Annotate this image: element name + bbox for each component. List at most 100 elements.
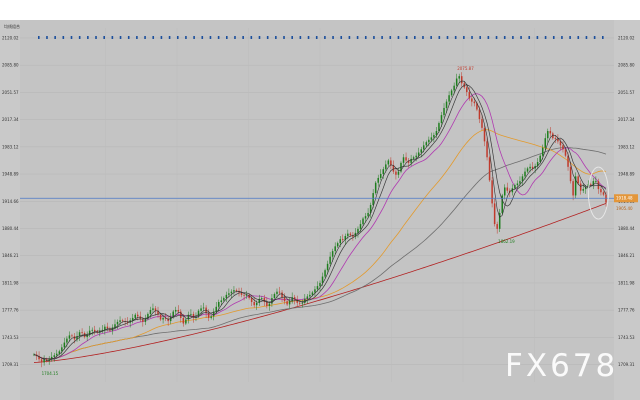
- candle-body: [496, 224, 498, 229]
- candle-body: [40, 359, 43, 363]
- candle-body: [397, 171, 400, 175]
- candle-body: [248, 294, 250, 299]
- signal-mark: [332, 36, 334, 39]
- candle-body: [511, 188, 514, 193]
- candle-body: [306, 296, 309, 299]
- ma10-line: [33, 84, 607, 360]
- candle-body: [349, 233, 352, 236]
- candle-body: [420, 149, 422, 153]
- signal-mark: [430, 36, 432, 39]
- candle-body: [99, 330, 101, 333]
- signal-mark: [127, 36, 130, 39]
- signal-mark: [381, 36, 383, 39]
- candle-body: [230, 291, 233, 294]
- y-tick-label-left: 1948.89: [2, 172, 19, 177]
- candle-body: [278, 291, 281, 293]
- candle-body: [438, 123, 440, 132]
- candle-body: [359, 224, 362, 229]
- candle-body: [481, 119, 483, 128]
- candle-body: [101, 329, 104, 331]
- candle-body: [329, 256, 331, 264]
- signal-mark: [258, 36, 261, 39]
- candle-body: [250, 298, 253, 303]
- candle-body: [476, 103, 478, 110]
- candle-body: [344, 236, 347, 240]
- signal-mark: [495, 36, 498, 39]
- candle-body: [339, 239, 342, 244]
- candle-body: [311, 292, 314, 295]
- candle-body: [288, 301, 291, 305]
- candle-body: [271, 298, 273, 304]
- y-tick-label-left: 2120.02: [2, 35, 19, 40]
- signal-mark: [520, 36, 522, 39]
- candle-body: [73, 336, 76, 340]
- candle-body: [519, 181, 521, 184]
- candle-body: [245, 294, 248, 296]
- candle-body: [185, 319, 187, 324]
- signal-mark: [528, 36, 531, 39]
- candle-body: [536, 162, 539, 167]
- candle-body: [131, 317, 134, 321]
- signal-mark: [78, 36, 81, 39]
- y-tick-label-right: 1811.98: [618, 280, 635, 285]
- candle-body: [134, 314, 136, 318]
- candle-body: [590, 184, 592, 186]
- candle-body: [228, 293, 230, 295]
- y-tick-label-right: 2051.57: [618, 90, 635, 95]
- candle-body: [96, 331, 99, 333]
- candle-body: [547, 131, 549, 139]
- candle-body: [478, 109, 481, 120]
- candle-body: [382, 169, 385, 174]
- candle-body: [263, 298, 266, 303]
- y-tick-label-left: 1743.53: [2, 335, 19, 340]
- candle-body: [390, 160, 392, 166]
- candle-body: [240, 292, 243, 295]
- signal-mark: [348, 36, 351, 39]
- high-annotation: 2075.87: [457, 66, 474, 71]
- candle-body: [367, 212, 369, 217]
- candle-body: [164, 317, 167, 319]
- signal-mark: [471, 36, 473, 39]
- candle-body: [157, 310, 159, 315]
- candle-body: [559, 141, 562, 146]
- signal-mark: [185, 36, 187, 39]
- candle-body: [116, 321, 119, 325]
- candle-body: [63, 342, 66, 348]
- candle-body: [562, 145, 564, 150]
- signal-mark: [503, 36, 506, 39]
- candle-body: [38, 356, 40, 360]
- candle-body: [498, 212, 501, 229]
- low-annotation: 1862.19: [498, 239, 515, 244]
- y-tick-label-left: 2085.80: [2, 63, 19, 68]
- candle-body: [33, 354, 35, 356]
- candle-body: [387, 160, 390, 165]
- start-low-annotation: 1704.15: [42, 371, 59, 376]
- candle-body: [197, 310, 200, 317]
- candle-body: [319, 282, 321, 287]
- candle-body: [283, 297, 286, 302]
- candle-body: [334, 246, 336, 252]
- candle-body: [316, 286, 319, 290]
- y-tick-label-right: 1846.21: [618, 253, 635, 258]
- signal-mark: [373, 36, 375, 39]
- candle-body: [225, 294, 228, 299]
- candle-body: [152, 308, 154, 310]
- candle-body: [466, 87, 468, 93]
- candle-body: [600, 189, 602, 193]
- signal-mark: [438, 36, 441, 39]
- candle-body: [119, 320, 121, 322]
- candle-body: [273, 294, 276, 299]
- candle-body: [106, 326, 109, 329]
- signal-mark: [561, 36, 563, 39]
- candle-body: [43, 359, 45, 363]
- y-tick-label-left: 2017.34: [2, 117, 19, 122]
- candle-body: [182, 317, 185, 324]
- signal-mark: [397, 36, 400, 39]
- candle-body: [342, 239, 344, 240]
- candle-body: [233, 290, 235, 292]
- candle-body: [433, 135, 435, 138]
- candle-body: [314, 289, 316, 293]
- signal-mark: [193, 36, 195, 39]
- candle-body: [190, 313, 192, 315]
- candle-body: [212, 311, 215, 317]
